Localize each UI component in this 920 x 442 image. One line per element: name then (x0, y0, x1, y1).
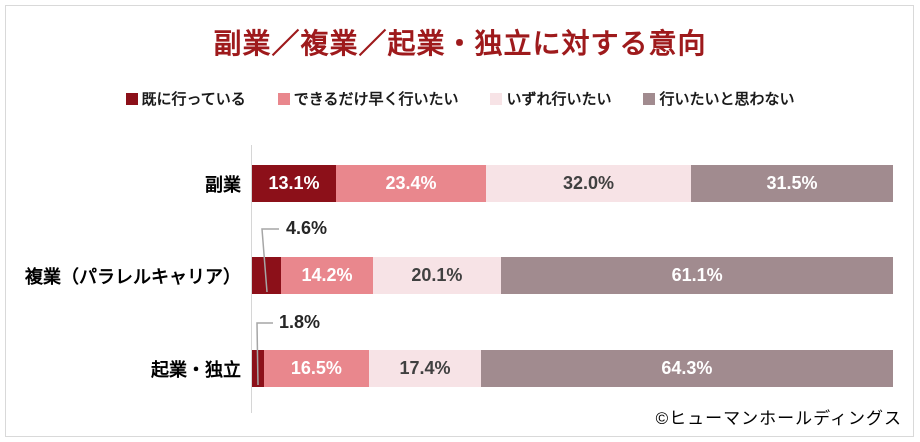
bar-row: 13.1% 23.4% 32.0% 31.5% (252, 165, 893, 202)
legend-swatch-icon (277, 92, 290, 105)
bar-segment: 13.1% (252, 165, 336, 202)
bar-segment: 32.0% (485, 165, 692, 202)
callout-value-label: 1.8% (279, 312, 321, 332)
category-label: 副業 (205, 174, 241, 195)
bar-segment: 14.2% (281, 257, 373, 294)
bar-segment: 64.3% (480, 350, 893, 387)
bar-segment (252, 257, 282, 294)
segment-value-label: 31.5% (766, 173, 818, 193)
legend-label: 行いたいと思わない (659, 91, 795, 108)
bar-segment: 20.1% (372, 257, 502, 294)
bar-segment: 23.4% (335, 165, 486, 202)
bar-segment: 17.4% (369, 350, 481, 387)
segment-value-label: 64.3% (661, 358, 713, 378)
legend-item: 行いたいと思わない (643, 88, 795, 109)
legend-item: いずれ行いたい (490, 88, 611, 109)
y-axis-line (251, 145, 252, 413)
bar-segment (252, 350, 264, 387)
legend-swatch-icon (125, 92, 138, 105)
segment-value-label: 14.2% (301, 265, 353, 285)
bar-row: 16.5% 17.4% 64.3% (252, 350, 893, 387)
segment-value-label: 17.4% (399, 358, 451, 378)
chart-legend: 既に行っている できるだけ早く行いたい いずれ行いたい 行いたいと思わない (0, 88, 920, 109)
bar-row: 14.2% 20.1% 61.1% (252, 257, 893, 294)
bar-segment: 61.1% (501, 257, 893, 294)
segment-value-label: 32.0% (562, 173, 615, 193)
legend-label: いずれ行いたい (506, 91, 612, 108)
legend-label: できるだけ早く行いたい (293, 91, 459, 108)
bar-segment: 31.5% (691, 165, 893, 202)
legend-label: 既に行っている (141, 91, 246, 108)
copyright-credit: ©ヒューマンホールディングス (655, 409, 902, 428)
category-label: 起業・独立 (151, 359, 241, 380)
segment-value-label: 20.1% (411, 265, 463, 285)
category-label: 複業（パラレルキャリア） (25, 266, 241, 287)
segment-value-label: 61.1% (671, 265, 723, 285)
segment-value-label: 13.1% (268, 173, 320, 193)
segment-value-label: 16.5% (290, 358, 342, 378)
legend-item: 既に行っている (125, 88, 246, 109)
legend-item: できるだけ早く行いたい (277, 88, 459, 109)
legend-swatch-icon (643, 92, 656, 105)
segment-value-label: 23.4% (385, 173, 437, 193)
callout-value-label: 4.6% (286, 218, 328, 238)
chart-title: 副業／複業／起業・独立に対する意向 (213, 28, 707, 59)
bar-segment: 16.5% (263, 350, 370, 387)
legend-swatch-icon (490, 92, 503, 105)
